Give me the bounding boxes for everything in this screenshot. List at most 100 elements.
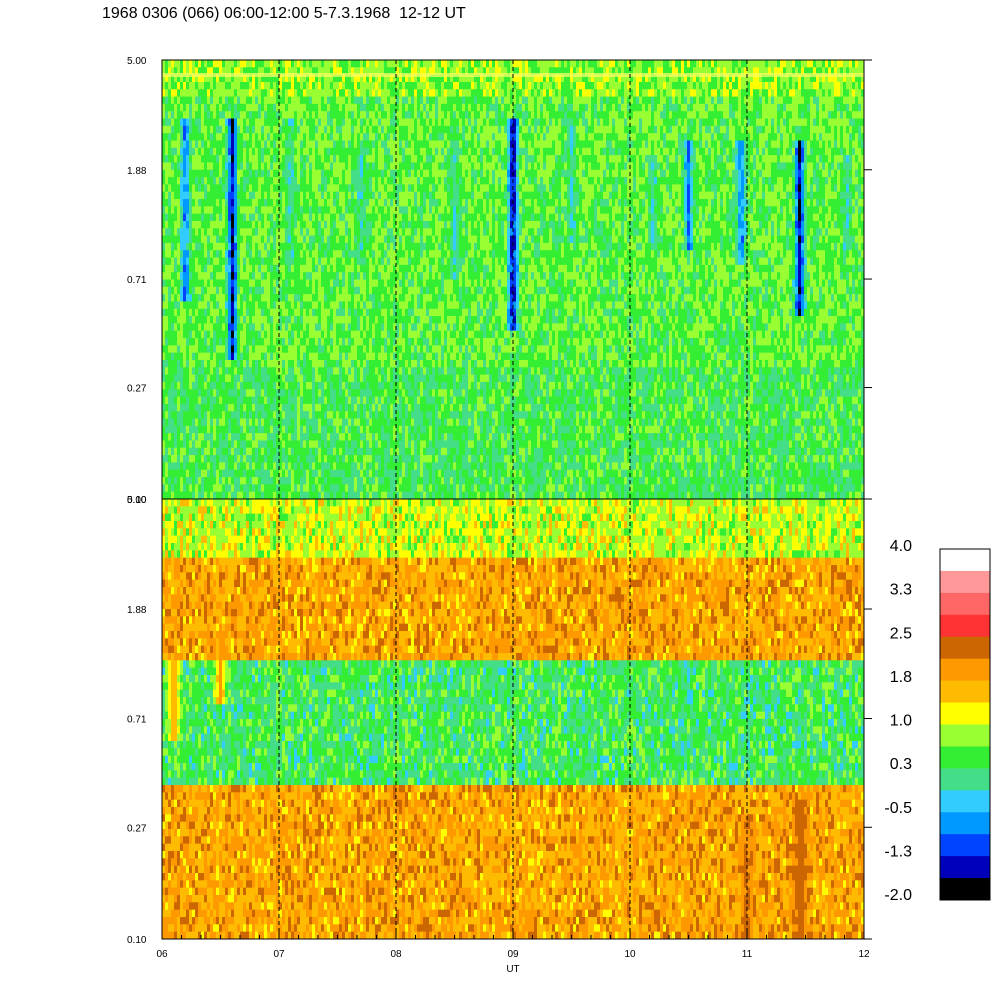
heatmap-cell	[594, 199, 598, 207]
heatmap-cell	[771, 191, 775, 200]
heatmap-cell	[207, 89, 211, 98]
heatmap-cell	[258, 89, 262, 98]
heatmap-cell	[195, 125, 199, 134]
heatmap-cell	[585, 184, 589, 193]
heatmap-cell	[390, 162, 394, 171]
heatmap-cell	[774, 67, 778, 76]
heatmap-cell	[216, 89, 220, 98]
heatmap-cell	[267, 140, 271, 149]
heatmap-cell	[513, 103, 517, 112]
heatmap-cell	[771, 140, 775, 149]
heatmap-cell	[279, 147, 283, 156]
heatmap-cell	[417, 111, 421, 120]
heatmap-cell	[627, 147, 631, 156]
heatmap-cell	[288, 177, 292, 185]
heatmap-cell	[306, 147, 310, 156]
heatmap-cell	[798, 155, 802, 164]
heatmap-cell	[717, 133, 721, 142]
heatmap-cell	[486, 96, 490, 105]
heatmap-cell	[606, 67, 610, 76]
heatmap-cell	[381, 125, 385, 134]
heatmap-cell	[528, 155, 532, 164]
heatmap-cell	[846, 206, 850, 215]
heatmap-cell	[204, 147, 208, 156]
heatmap-cell	[375, 74, 379, 83]
heatmap-cell	[384, 140, 388, 149]
heatmap-cell	[411, 177, 415, 185]
heatmap-cell	[819, 147, 823, 156]
heatmap-cell	[429, 133, 433, 142]
heatmap-cell	[498, 191, 502, 200]
heatmap-cell	[483, 89, 487, 98]
heatmap-cell	[180, 155, 184, 164]
heatmap-cell	[708, 133, 712, 142]
heatmap-cell	[447, 118, 451, 127]
heatmap-cell	[441, 169, 445, 178]
heatmap-cell	[231, 96, 235, 105]
heatmap-cell	[606, 177, 610, 185]
heatmap-cell	[342, 81, 346, 90]
heatmap-cell	[270, 199, 274, 207]
heatmap-cell	[369, 74, 373, 83]
heatmap-cell	[570, 133, 574, 142]
heatmap-cell	[519, 169, 523, 178]
heatmap-cell	[537, 169, 541, 178]
heatmap-cell	[549, 169, 553, 178]
heatmap-cell	[519, 177, 523, 185]
heatmap-cell	[393, 81, 397, 90]
heatmap-cell	[393, 213, 397, 222]
heatmap-cell	[693, 155, 697, 164]
heatmap-cell	[540, 89, 544, 98]
heatmap-cell	[678, 199, 682, 207]
heatmap-cell	[213, 191, 217, 200]
heatmap-cell	[399, 81, 403, 90]
heatmap-cell	[378, 89, 382, 98]
heatmap-cell	[405, 118, 409, 127]
heatmap-cell	[801, 177, 805, 185]
heatmap-cell	[369, 140, 373, 149]
heatmap-cell	[204, 184, 208, 193]
heatmap-cell	[768, 125, 772, 134]
heatmap-cell	[792, 74, 796, 83]
heatmap-cell	[237, 74, 241, 83]
heatmap-cell	[303, 213, 307, 222]
heatmap-cell	[306, 125, 310, 134]
heatmap-cell	[678, 184, 682, 193]
heatmap-cell	[537, 177, 541, 185]
heatmap-cell	[729, 96, 733, 105]
heatmap-cell	[804, 133, 808, 142]
heatmap-cell	[519, 125, 523, 134]
heatmap-cell	[300, 118, 304, 127]
heatmap-cell	[471, 162, 475, 171]
heatmap-cell	[576, 81, 580, 90]
heatmap-cell	[516, 89, 520, 98]
heatmap-cell	[474, 162, 478, 171]
heatmap-cell	[231, 199, 235, 207]
heatmap-cell	[627, 191, 631, 200]
heatmap-cell	[840, 147, 844, 156]
heatmap-cell	[285, 67, 289, 76]
heatmap-cell	[765, 74, 769, 83]
heatmap-cell	[444, 89, 448, 98]
heatmap-cell	[324, 103, 328, 112]
heatmap-cell	[645, 103, 649, 112]
heatmap-cell	[432, 125, 436, 134]
heatmap-cell	[315, 81, 319, 90]
heatmap-cell	[849, 169, 853, 178]
heatmap-cell	[591, 67, 595, 76]
heatmap-cell	[507, 89, 511, 98]
heatmap-cell	[825, 111, 829, 120]
heatmap-cell	[507, 125, 511, 134]
heatmap-cell	[672, 96, 676, 105]
heatmap-cell	[660, 81, 664, 90]
heatmap-cell	[741, 118, 745, 127]
heatmap-cell	[276, 89, 280, 98]
heatmap-cell	[381, 184, 385, 193]
heatmap-cell	[474, 67, 478, 76]
heatmap-cell	[360, 213, 364, 222]
heatmap-cell	[369, 96, 373, 105]
heatmap-cell	[249, 191, 253, 200]
heatmap-cell	[261, 199, 265, 207]
heatmap-cell	[573, 133, 577, 142]
heatmap-cell	[846, 199, 850, 207]
